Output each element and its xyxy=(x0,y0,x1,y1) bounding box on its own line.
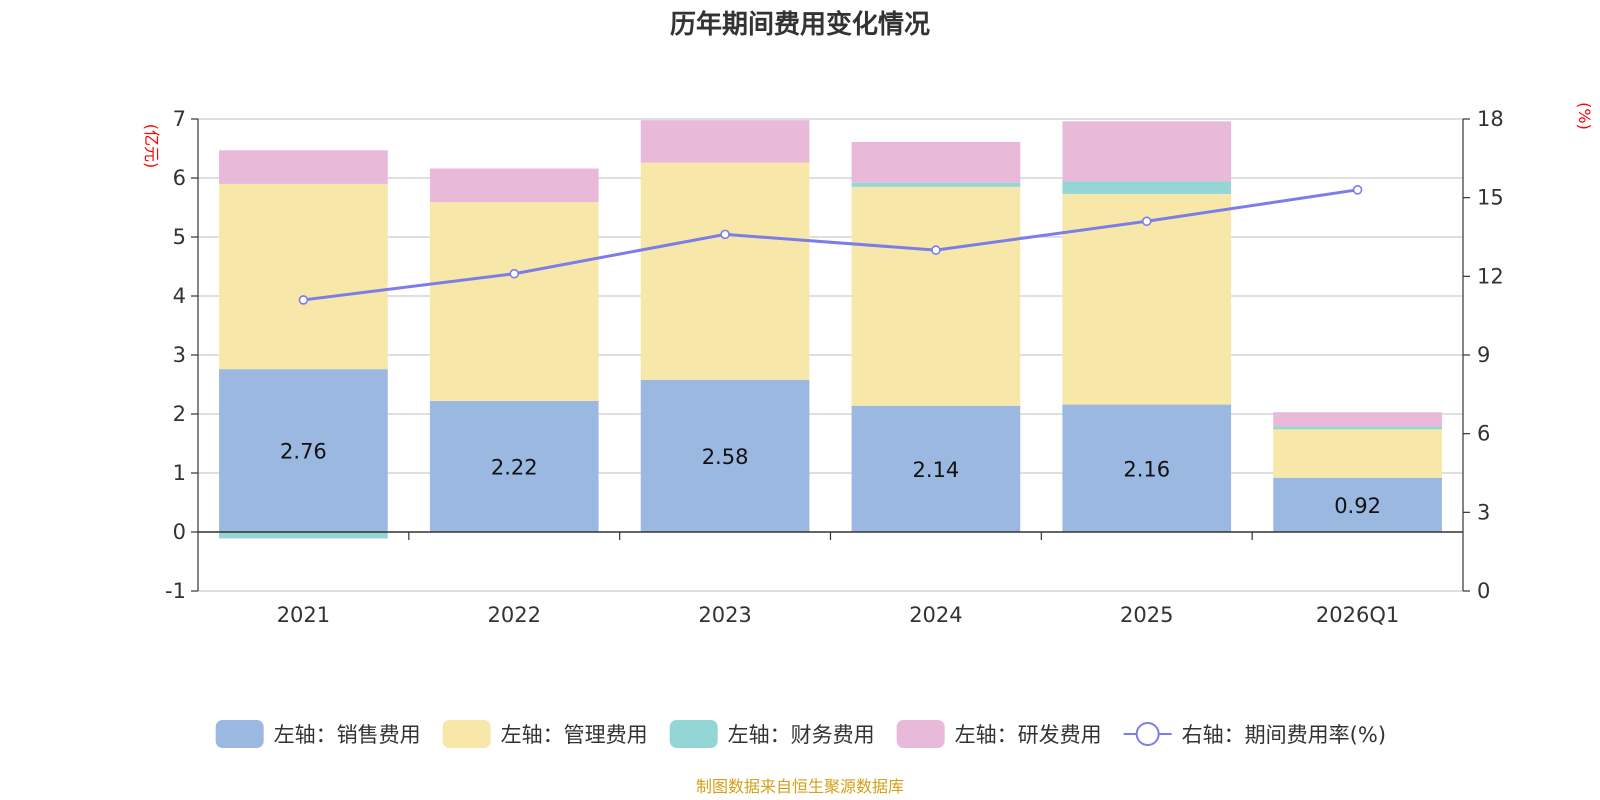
bar-2021--9bb8e1 xyxy=(219,369,388,532)
bar-2025--94d5d5 xyxy=(1062,181,1232,194)
rate-line xyxy=(303,188,1358,302)
right-tick-label-6: 6 xyxy=(1477,422,1490,446)
left-tick-label-7: 7 xyxy=(173,107,186,131)
bar-value-label-2023: 2.58 xyxy=(702,445,749,469)
x-tick-label-2026q1: 2026Q1 xyxy=(1316,603,1399,627)
bar-2022--9bb8e1 xyxy=(429,401,599,532)
legend-label-1: 左轴：销售费用 xyxy=(274,723,421,747)
bar-value-label-2021: 2.76 xyxy=(280,440,327,464)
legend-label-4: 左轴：研发费用 xyxy=(955,723,1102,747)
x-tick-label-2024: 2024 xyxy=(909,603,962,627)
bar-2026q1--94d5d5 xyxy=(1273,426,1442,430)
right-tick-label-15: 15 xyxy=(1477,186,1504,210)
left-tick-label-2: 2 xyxy=(173,402,186,426)
bar-2021--94d5d5 xyxy=(219,532,388,539)
left-tick-label-0: 0 xyxy=(173,520,186,544)
x-tick-label-2022: 2022 xyxy=(488,603,541,627)
bar-2025--e8b9d9 xyxy=(1062,121,1232,182)
bar-2025--9bb8e1 xyxy=(1062,404,1232,532)
chart-title: 历年期间费用变化情况 xyxy=(670,9,930,40)
right-tick-label-9: 9 xyxy=(1477,343,1490,367)
rate-point-2026q1 xyxy=(1352,185,1363,195)
bar-2024--f7e7a8 xyxy=(851,186,1021,406)
bar-series xyxy=(219,120,1442,539)
legend-swatch-4 xyxy=(896,720,945,748)
legend-marker-swatch xyxy=(1135,722,1160,746)
x-tick-label-2025: 2025 xyxy=(1120,603,1173,627)
legend-label-5: 右轴：期间费用率(%) xyxy=(1182,723,1386,747)
bar-2024--9bb8e1 xyxy=(851,405,1021,532)
right-tick-label-18: 18 xyxy=(1477,107,1504,131)
left-tick-label-3: 3 xyxy=(173,343,186,367)
legend-swatch-1 xyxy=(215,720,264,748)
rate-point-2021 xyxy=(298,295,309,305)
grid-lines xyxy=(198,118,1463,592)
right-tick-label-12: 12 xyxy=(1477,264,1504,288)
bar-2024--e8b9d9 xyxy=(851,142,1021,183)
rate-point-2025 xyxy=(1141,216,1152,227)
legend-swatch-3 xyxy=(669,720,718,748)
bar-2021--f7e7a8 xyxy=(219,183,388,370)
right-tick-label-0: 0 xyxy=(1477,579,1490,603)
left-tick-label--1: -1 xyxy=(165,579,186,603)
bar-2022--e8b9d9 xyxy=(429,168,599,203)
right-tick-label-3: 3 xyxy=(1477,500,1490,524)
rate-point-2023 xyxy=(720,229,730,240)
legend-item-1: 左轴：销售费用 xyxy=(215,720,421,748)
line-series xyxy=(298,185,1363,305)
legend-label-3: 左轴：财务费用 xyxy=(728,723,875,747)
right-axis-unit: (%) xyxy=(1575,102,1594,130)
bar-2022--f7e7a8 xyxy=(429,202,599,402)
x-tick-label-2021: 2021 xyxy=(277,603,330,627)
bar-2024--94d5d5 xyxy=(851,182,1021,187)
legend-item-2: 左轴：管理费用 xyxy=(442,720,648,748)
legend-label-2: 左轴：管理费用 xyxy=(501,723,648,747)
bar-2026q1--e8b9d9 xyxy=(1273,412,1442,427)
bar-2026q1--9bb8e1 xyxy=(1273,477,1442,532)
x-tick-label-2023: 2023 xyxy=(698,603,751,627)
bar-2023--f7e7a8 xyxy=(640,162,810,380)
bar-value-label-2022: 2.22 xyxy=(491,456,538,480)
left-tick-label-4: 4 xyxy=(173,284,186,308)
bar-2026q1--f7e7a8 xyxy=(1273,429,1442,478)
bar-value-label-2024: 2.14 xyxy=(913,458,960,482)
bar-value-label-2026q1: 0.92 xyxy=(1334,494,1381,518)
legend-item-5: 右轴：期间费用率(%) xyxy=(1123,722,1386,747)
rate-point-2022 xyxy=(509,268,520,279)
bar-value-label-2025: 2.16 xyxy=(1123,457,1170,481)
legend-item-3: 左轴：财务费用 xyxy=(669,720,875,748)
bar-data-labels: 2.76 2.22 2.58 2.14 2.16 0.92 xyxy=(280,440,1381,518)
left-axis-unit: (亿元) xyxy=(142,124,161,169)
rate-point-2024 xyxy=(931,245,941,255)
left-tick-label-6: 6 xyxy=(173,166,186,190)
legend-item-4: 左轴：研发费用 xyxy=(896,720,1102,748)
left-tick-label-1: 1 xyxy=(173,461,186,485)
bar-2021--e8b9d9 xyxy=(219,150,388,184)
legend: 左轴：销售费用 左轴：管理费用 左轴：财务费用 左轴：研发费用 右轴：期间费用率(%) xyxy=(215,720,1386,748)
legend-swatch-2 xyxy=(442,720,491,748)
bar-2023--e8b9d9 xyxy=(640,120,810,163)
bar-2023--9bb8e1 xyxy=(640,379,810,532)
data-source-note: 制图数据来自恒生聚源数据库 xyxy=(696,777,904,796)
left-tick-label-5: 5 xyxy=(173,225,186,249)
